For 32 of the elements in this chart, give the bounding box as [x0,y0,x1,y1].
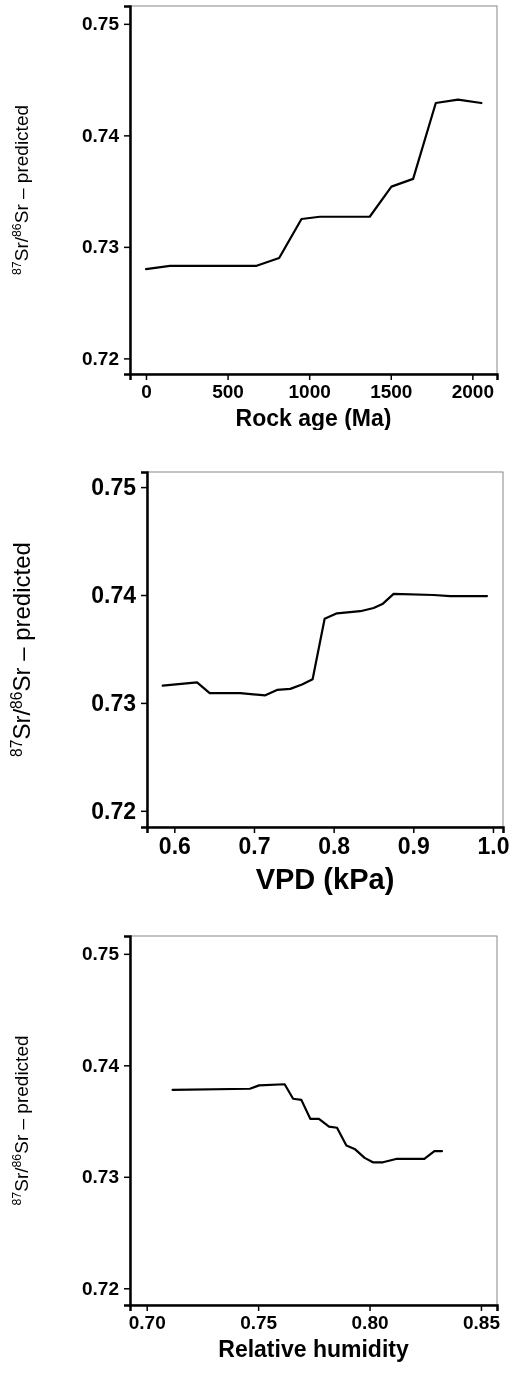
y-tick-label: 0.75 [82,13,120,35]
x-tick-label: 500 [212,381,244,403]
y-tick-label: 0.74 [91,581,137,608]
y-tick-label: 0.75 [82,943,120,965]
x-tick-label: 0.7 [238,833,271,860]
line-series [161,592,489,697]
x-tick-label: 0.75 [240,1312,278,1334]
x-tick-label: 0.70 [128,1312,166,1334]
x-tick-label: 2000 [451,381,494,403]
x-tick-label: 0.6 [158,833,191,860]
x-axis-title: Rock age (Ma) [235,405,392,431]
line-series [144,98,483,271]
y-tick-label: 0.72 [82,1277,119,1299]
line-series [171,1083,444,1164]
x-tick-label: 0.80 [351,1312,389,1334]
x-tick-label: 1000 [288,381,331,403]
y-tick-label: 0.73 [82,236,119,258]
y-tick-label: 0.73 [91,689,136,716]
x-tick-label: 0.8 [318,833,351,860]
y-tick-label: 0.74 [82,1054,120,1076]
x-tick-label: 0.9 [397,833,430,860]
x-tick-label: 1.0 [477,833,510,860]
y-tick-label: 0.73 [82,1166,119,1188]
x-tick-label: 0.85 [462,1312,501,1334]
x-tick-label: 1500 [370,381,413,403]
y-tick-label: 0.72 [91,797,136,824]
y-tick-label: 0.72 [82,347,119,369]
x-axis-title: VPD (kPa) [255,863,395,895]
x-tick-label: 0 [141,381,152,403]
y-tick-label: 0.74 [82,124,120,146]
y-tick-label: 0.75 [91,473,137,500]
x-axis-title: Relative humidity [218,1336,409,1362]
